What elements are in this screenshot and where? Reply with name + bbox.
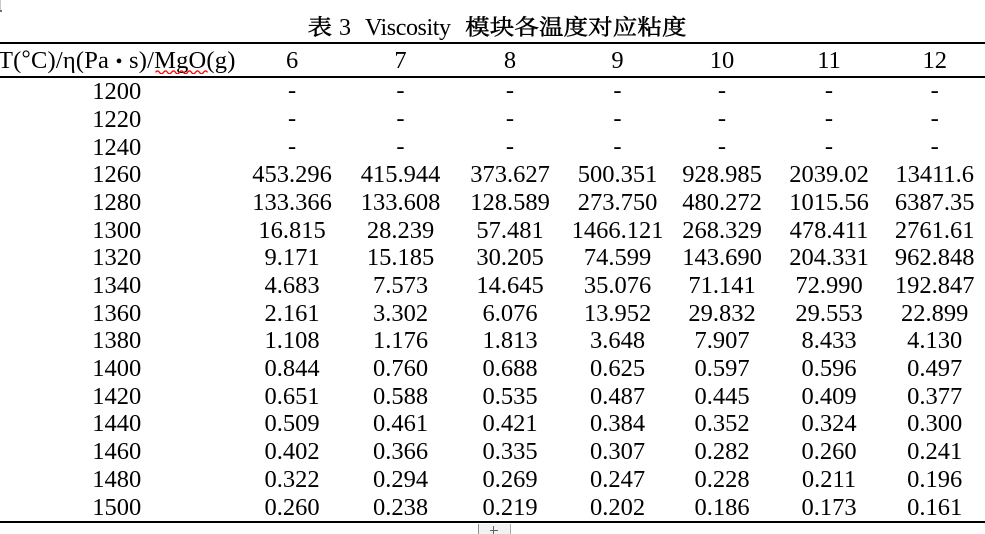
svg-text:Viscosity: Viscosity: [365, 15, 451, 41]
svg-text:3: 3: [339, 15, 351, 41]
